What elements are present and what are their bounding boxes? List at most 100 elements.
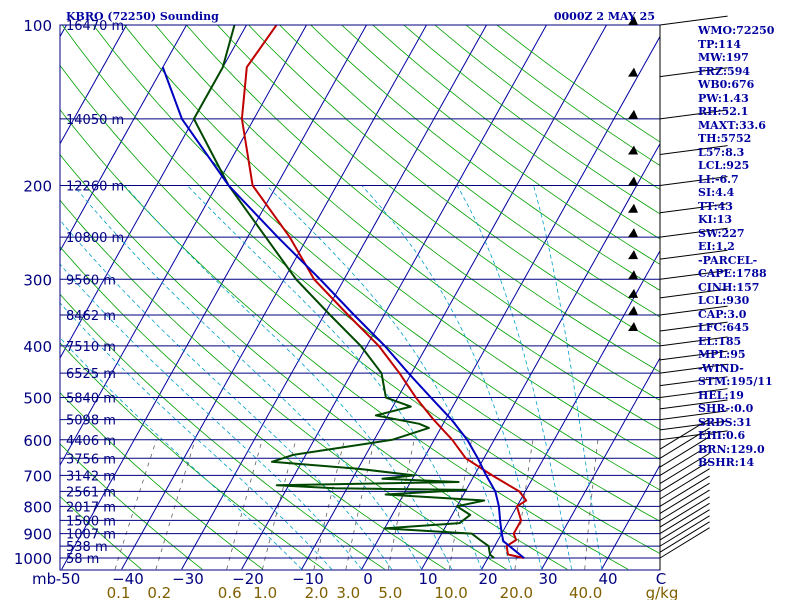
temperature-tick-label: 10 [418, 570, 437, 588]
pressure-unit-label: mb [32, 570, 56, 588]
wind-barb [659, 475, 710, 507]
index-item: WB0:676 [698, 78, 755, 91]
isotherm [60, 25, 127, 145]
wind-pennant [628, 250, 638, 260]
mixing-ratio-unit-label: g/kg [646, 584, 679, 600]
dry-adiabat [123, 25, 660, 460]
pressure-tick-label: 900 [23, 526, 52, 544]
index-item: L57:8.3 [698, 145, 745, 159]
index-item: EI:1.2 [698, 240, 735, 253]
index-item: WMO:72250 [698, 24, 775, 37]
isotherm [61, 25, 367, 570]
wind-barb [659, 418, 710, 450]
wind-barb [659, 489, 710, 521]
mixing-ratio-label: 40.0 [569, 584, 602, 600]
mixing-ratio-label: 20.0 [500, 584, 533, 600]
index-item: MAXT:33.6 [698, 118, 766, 132]
moist-adiabat [361, 185, 543, 570]
wind-barb [659, 444, 710, 476]
temperature-tick-label: 0 [363, 570, 373, 588]
station-title: KBRO (72250) Sounding [66, 10, 219, 23]
pressure-tick-label: 200 [23, 177, 52, 195]
index-item: EL:185 [698, 334, 742, 348]
index-item: LCL:925 [698, 159, 750, 172]
height-label: 5840 m [66, 392, 116, 407]
height-label: 7510 m [66, 340, 116, 355]
mixing-ratio-line [345, 439, 375, 570]
temperature-tick-label: -50 [56, 570, 81, 588]
wind-pennant [628, 270, 638, 280]
wind-barb [659, 452, 710, 484]
wind-pennant [628, 109, 638, 119]
index-item: TT:43 [698, 199, 733, 213]
wind-barb [659, 321, 728, 332]
pressure-tick-label: 800 [23, 498, 52, 516]
wind-barb [659, 436, 710, 468]
pressure-tick-label: 100 [23, 17, 52, 35]
isotherm [121, 25, 427, 570]
dry-adiabat [248, 25, 660, 345]
pressure-tick-label: 400 [23, 338, 52, 356]
parcel-line [161, 66, 525, 559]
wind-pennant [628, 203, 638, 213]
temperature-tick-label: −30 [172, 570, 204, 588]
moist-adiabat [60, 302, 332, 570]
wind-barbs [628, 15, 728, 570]
isotherm [60, 25, 307, 467]
isotherm [181, 25, 487, 570]
height-label: 10800 m [66, 231, 124, 246]
height-label: 3756 m [66, 452, 116, 467]
index-item: TH:5752 [698, 132, 752, 145]
wind-barb [659, 336, 728, 347]
mixing-ratio-line [114, 439, 157, 570]
index-item: LFC:645 [698, 321, 750, 334]
dry-adiabat [60, 443, 203, 570]
index-item: KI:13 [698, 213, 733, 226]
height-label: 2561 m [66, 485, 116, 500]
dry-adiabat [60, 495, 142, 570]
pressure-tick-label: 700 [23, 467, 52, 485]
index-item: RH:52.1 [698, 105, 749, 118]
temperature-tick-label: −20 [232, 570, 264, 588]
sounding-curves [161, 25, 528, 559]
wind-barb [659, 305, 728, 316]
wind-barb [659, 527, 710, 559]
isotherm [60, 25, 187, 252]
moist-adiabat [533, 185, 603, 570]
index-item: PW:1.43 [698, 91, 749, 105]
wind-barb [659, 460, 710, 492]
moist-adiabat [187, 185, 483, 570]
height-label: 6525 m [66, 367, 116, 382]
index-item: MPL:95 [698, 348, 746, 361]
isotherm [421, 142, 660, 570]
index-item: SW:227 [698, 226, 745, 240]
dry-adiabat [60, 109, 629, 570]
dewpoint-line [192, 25, 495, 559]
temperature-tick-label: −40 [112, 570, 144, 588]
wind-pennant [628, 16, 638, 25]
moist-adiabat [60, 337, 302, 570]
height-label: 2017 m [66, 500, 116, 515]
dry-adiabat [217, 25, 660, 373]
sounding-time: 0000Z 2 MAY 25 [554, 10, 655, 23]
wind-barb [659, 249, 728, 260]
index-item: -PARCEL- [698, 253, 758, 267]
dry-adiabat [60, 246, 446, 570]
temperature-unit-label: C [656, 570, 666, 588]
wind-barb [659, 388, 728, 399]
wind-barb [659, 109, 728, 120]
mixing-ratio-label: 1.0 [253, 584, 277, 600]
dry-adiabat [61, 25, 660, 522]
mixing-ratio-label: 0.6 [218, 584, 242, 600]
index-item: STM:195/11 [698, 375, 773, 388]
mixing-ratio-line [262, 439, 297, 570]
temperature-tick-label: 40 [598, 570, 617, 588]
pressure-tick-label: 300 [23, 271, 52, 289]
moist-adiabat [60, 263, 363, 570]
wind-barb [659, 15, 728, 26]
height-label: 12260 m [66, 179, 124, 194]
height-label: 538 m [66, 540, 108, 555]
wind-barb [659, 468, 710, 500]
index-item: SI:4.4 [698, 186, 735, 199]
